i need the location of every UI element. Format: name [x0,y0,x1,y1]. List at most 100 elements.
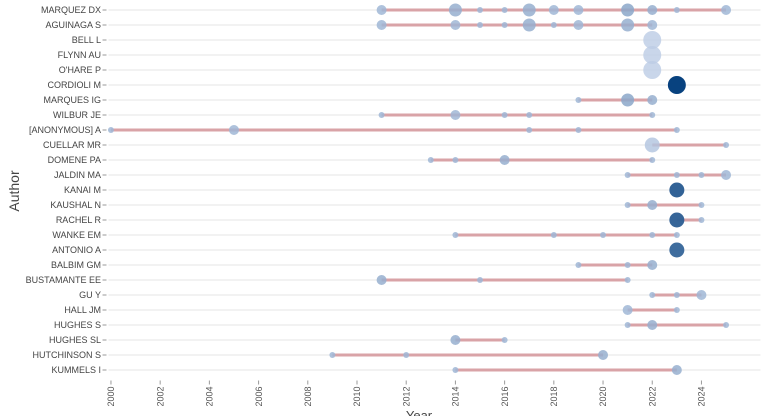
production-bubble[interactable] [649,232,656,238]
production-bubble[interactable] [721,5,732,15]
production-bubble[interactable] [573,5,584,15]
production-bubble[interactable] [649,157,656,163]
production-bubble[interactable] [548,5,559,15]
production-bubble[interactable] [643,31,662,49]
production-bubble[interactable] [452,232,459,238]
production-bubble[interactable] [624,262,631,268]
production-bubble[interactable] [621,18,635,32]
production-bubble[interactable] [624,172,631,178]
author-label: HALL JM [64,305,101,315]
production-bubble[interactable] [649,112,656,118]
production-bubble[interactable] [673,172,680,178]
production-bubble[interactable] [647,260,658,270]
production-bubble[interactable] [673,127,680,133]
production-bubble[interactable] [673,7,680,13]
production-bubble[interactable] [522,18,536,32]
author-row: ANTONIO A [52,242,685,258]
production-bubble[interactable] [647,200,658,210]
production-bubble[interactable] [621,3,635,17]
production-bubble[interactable] [575,97,582,103]
production-bubble[interactable] [499,155,510,165]
production-bubble[interactable] [647,5,658,15]
production-bubble[interactable] [450,20,461,30]
production-bubble[interactable] [450,335,461,345]
production-bubble[interactable] [376,275,387,285]
production-bubble[interactable] [107,127,114,133]
production-bubble[interactable] [228,125,239,135]
production-bubble[interactable] [643,61,662,79]
production-bubble[interactable] [671,365,682,375]
production-bubble[interactable] [673,307,680,313]
production-bubble[interactable] [501,337,508,343]
production-bubble[interactable] [526,112,533,118]
production-bubble[interactable] [622,305,633,315]
production-bubble[interactable] [667,76,686,94]
production-bubble[interactable] [698,217,705,223]
production-bubble[interactable] [669,242,685,258]
production-bubble[interactable] [575,262,582,268]
production-bubble[interactable] [522,3,536,17]
production-bubble[interactable] [378,112,385,118]
production-bubble[interactable] [575,127,582,133]
production-bubble[interactable] [526,127,533,133]
production-bubble[interactable] [624,202,631,208]
production-bubble[interactable] [477,277,484,283]
author-row: HUGHES SL [49,335,508,345]
author-label: AGUINAGA S [45,20,101,30]
production-bubble[interactable] [477,22,484,28]
production-bubble[interactable] [427,157,434,163]
production-bubble[interactable] [477,7,484,13]
author-label: BALBIM GM [51,260,101,270]
author-label: JALDIN MA [54,170,101,180]
production-bubble[interactable] [721,170,732,180]
production-bubble[interactable] [376,20,387,30]
production-bubble[interactable] [649,292,656,298]
production-bubble[interactable] [647,20,658,30]
production-bubble[interactable] [624,322,631,328]
production-bubble[interactable] [698,202,705,208]
author-label: BELL L [72,35,101,45]
production-bubble[interactable] [450,110,461,120]
production-bubble[interactable] [598,350,609,360]
author-row: MARQUEZ DX [41,3,732,17]
production-bubble[interactable] [621,93,635,107]
production-bubble[interactable] [376,5,387,15]
production-bubble[interactable] [600,232,607,238]
author-row: BALBIM GM [51,260,658,270]
production-bubble[interactable] [669,182,685,198]
production-bubble[interactable] [624,277,631,283]
production-bubble[interactable] [573,20,584,30]
x-tick-label: 2010 [352,387,362,407]
production-bubble[interactable] [644,137,660,153]
production-bubble[interactable] [669,212,685,228]
production-bubble[interactable] [403,352,410,358]
x-axis-title: Year [399,409,439,416]
production-bubble[interactable] [673,292,680,298]
production-bubble[interactable] [550,22,557,28]
production-bubble[interactable] [501,22,508,28]
production-bubble[interactable] [647,320,658,330]
production-bubble[interactable] [452,367,459,373]
production-bubble[interactable] [501,112,508,118]
author-row: FLYNN AU [58,46,662,64]
production-bubble[interactable] [643,46,662,64]
author-row: AGUINAGA S [45,18,658,32]
production-bubble[interactable] [452,157,459,163]
production-bubble[interactable] [723,142,730,148]
production-bubble[interactable] [647,95,658,105]
author-row: [ANONYMOUS] A [29,125,680,135]
author-row: JALDIN MA [54,170,732,180]
x-tick-label: 2008 [303,387,313,407]
production-bubble[interactable] [723,322,730,328]
production-bubble[interactable] [329,352,336,358]
x-tick-label: 2006 [254,387,264,407]
production-bubble[interactable] [448,3,462,17]
production-bubble[interactable] [696,290,707,300]
author-row: O'HARE P [59,61,662,79]
production-bubble[interactable] [501,7,508,13]
production-bubble[interactable] [673,232,680,238]
x-tick-label: 2002 [155,387,165,407]
production-bubble[interactable] [698,172,705,178]
production-bubble[interactable] [550,232,557,238]
